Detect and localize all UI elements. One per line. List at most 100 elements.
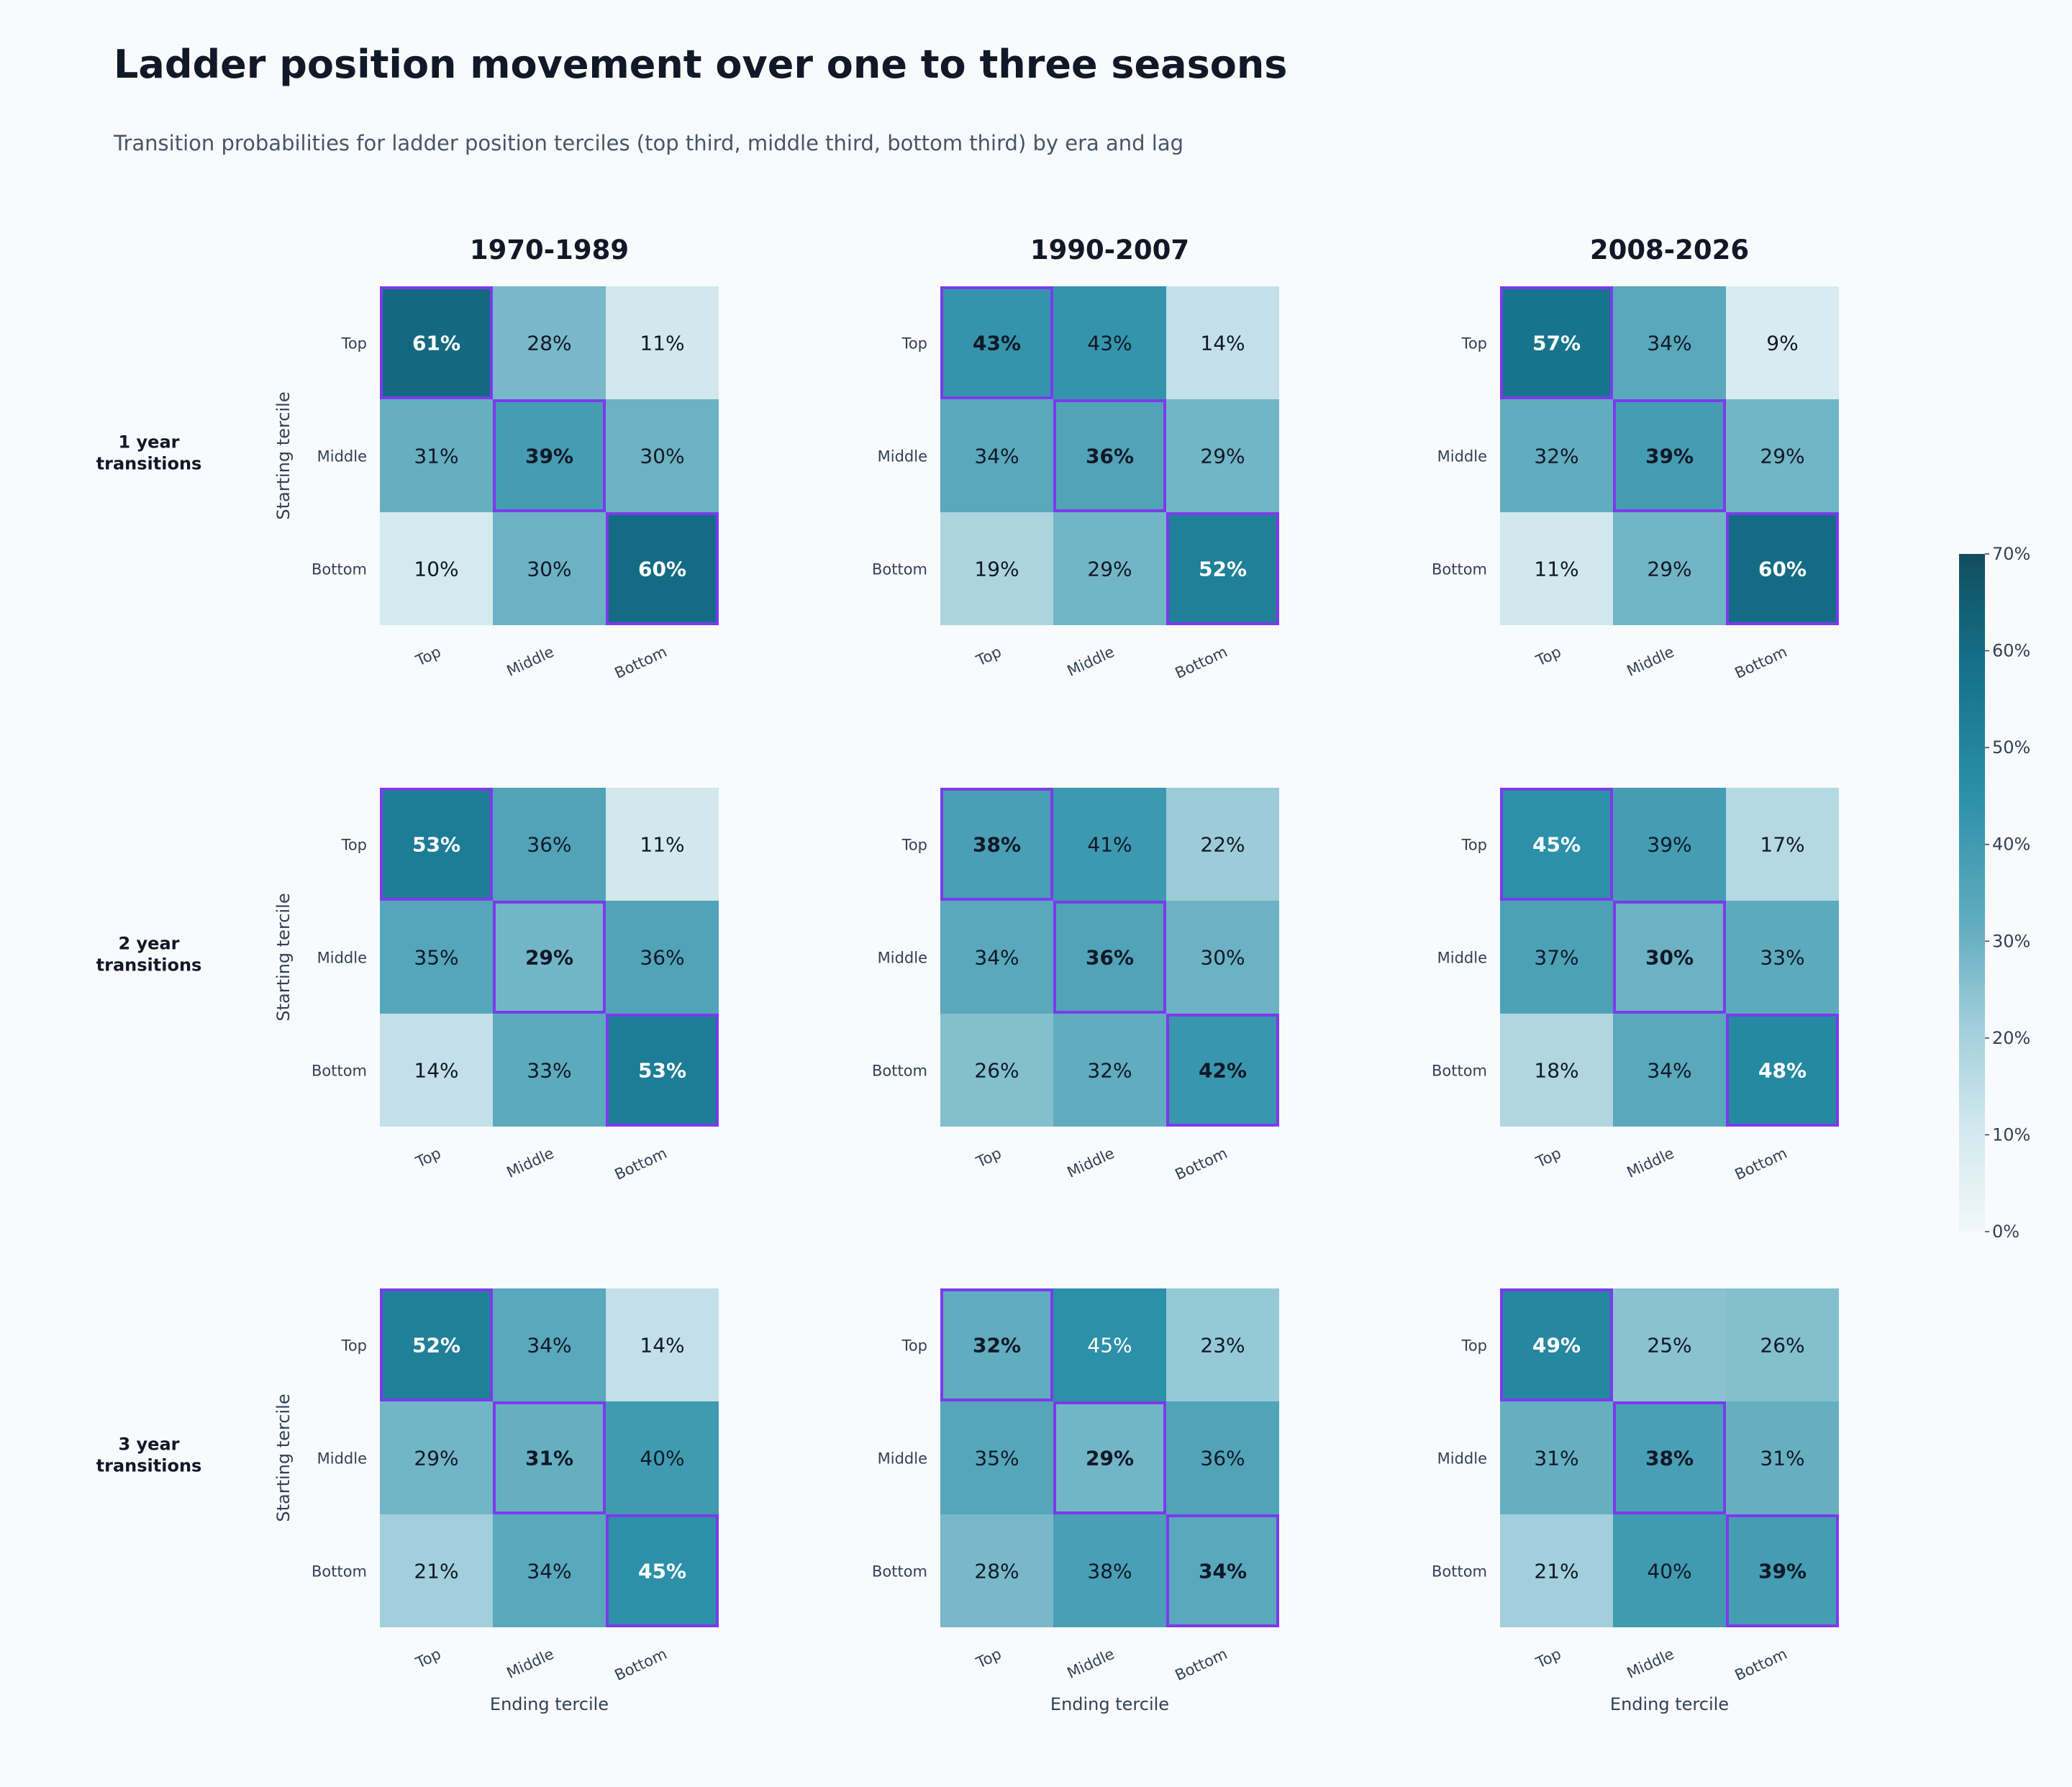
heatmap-cell xyxy=(1166,399,1279,512)
cell-label: 29% xyxy=(1087,558,1132,581)
x-axis-title: Ending tercile xyxy=(490,1694,609,1714)
row-label: 1 year transitions xyxy=(96,432,202,474)
cell-label: 38% xyxy=(1645,1447,1694,1470)
x-tick-label: Middle xyxy=(1065,1145,1117,1181)
heatmap-cell xyxy=(940,788,1053,901)
heatmap-panel: 32% 45% 23% 35% 29% 36% 28% 38% 34% Top Middle Bott… xyxy=(872,1288,1279,1714)
heatmap-cell xyxy=(380,1288,493,1401)
heatmap-cell xyxy=(1500,788,1613,901)
cell-label: 60% xyxy=(638,558,686,581)
cell-label: 21% xyxy=(414,1560,458,1583)
heatmap-cell xyxy=(1166,1514,1279,1627)
diagonal-outline xyxy=(1166,1014,1279,1127)
colorbar-tick-label: 20% xyxy=(1992,1028,2030,1048)
cell-label: 30% xyxy=(640,445,684,468)
cell-label: 43% xyxy=(1087,332,1132,355)
y-tick-label: Bottom xyxy=(1432,1063,1487,1080)
heatmap-cell xyxy=(940,1014,1053,1127)
cell-label: 61% xyxy=(412,332,460,355)
y-tick-label: Bottom xyxy=(1432,1563,1487,1581)
heatmap-cell xyxy=(493,901,606,1014)
heatmap-cell xyxy=(493,788,606,901)
cell-label: 19% xyxy=(974,558,1019,581)
heatmap-cell xyxy=(493,399,606,512)
colorbar-tick-label: 50% xyxy=(1992,737,2030,758)
chart-subtitle: Transition probabilities for ladder posi… xyxy=(114,131,1184,155)
heatmap-cell xyxy=(1053,286,1166,399)
heatmap-cell xyxy=(606,512,719,625)
cell-label: 34% xyxy=(974,946,1019,970)
heatmap-cell xyxy=(1166,512,1279,625)
x-tick-label: Top xyxy=(412,643,443,670)
heatmap-cell xyxy=(1053,1288,1166,1401)
diagonal-outline xyxy=(1500,1288,1613,1401)
cell-label: 31% xyxy=(414,445,458,468)
heatmap-panel: 45% 39% 17% 37% 30% 33% 18% 34% 48% Top Middle Bott… xyxy=(1432,788,1839,1183)
column-title: 1970-1989 xyxy=(470,235,629,265)
heatmap-cell xyxy=(1613,901,1726,1014)
y-tick-label: Bottom xyxy=(872,561,927,578)
heatmap-cell xyxy=(380,901,493,1014)
cell-label: 39% xyxy=(1758,1560,1807,1583)
x-tick-label: Middle xyxy=(1625,643,1677,680)
heatmap-cell xyxy=(1613,1401,1726,1514)
cell-label: 60% xyxy=(1758,558,1807,581)
diagonal-outline xyxy=(606,512,719,625)
cell-label: 31% xyxy=(525,1447,573,1470)
y-axis-title: Starting tercile xyxy=(273,391,294,519)
diagonal-outline xyxy=(1053,901,1166,1014)
cell-label: 40% xyxy=(640,1447,684,1470)
cell-label: 29% xyxy=(1647,558,1691,581)
x-tick-label: Middle xyxy=(504,1645,557,1682)
diagonal-outline xyxy=(380,788,493,901)
heatmap-cell xyxy=(1613,1514,1726,1627)
heatmap-panel: 38% 41% 22% 34% 36% 30% 26% 32% 42% Top Middle Bott… xyxy=(872,788,1279,1183)
cell-label: 23% xyxy=(1200,1334,1245,1358)
heatmap-panel: 49% 25% 26% 31% 38% 31% 21% 40% 39% Top Middle Bott… xyxy=(1432,1288,1839,1714)
cell-label: 30% xyxy=(1645,946,1694,970)
cell-label: 11% xyxy=(640,332,684,355)
cell-label: 14% xyxy=(640,1334,684,1358)
heatmap-cell xyxy=(380,512,493,625)
diagonal-outline xyxy=(940,286,1053,399)
cell-label: 22% xyxy=(1200,833,1245,857)
cell-label: 45% xyxy=(1087,1334,1132,1358)
diagonal-outline xyxy=(940,788,1053,901)
heatmap-cell xyxy=(1726,1401,1839,1514)
heatmap-cell xyxy=(1613,399,1726,512)
diagonal-outline xyxy=(1726,1514,1839,1627)
x-tick-label: Top xyxy=(973,643,1004,670)
y-axis-title: Starting tercile xyxy=(273,893,294,1021)
cell-label: 17% xyxy=(1760,833,1804,857)
heatmap-cell xyxy=(940,901,1053,1014)
cell-label: 10% xyxy=(414,558,458,581)
x-tick-label: Bottom xyxy=(1732,1145,1790,1183)
heatmap-cell xyxy=(1166,1014,1279,1127)
heatmap-cell xyxy=(1726,512,1839,625)
heatmap-cell xyxy=(1053,1014,1166,1127)
heatmap-cell xyxy=(1726,1514,1839,1627)
cell-label: 34% xyxy=(1199,1560,1247,1583)
x-tick-label: Bottom xyxy=(1732,1645,1790,1684)
cell-label: 14% xyxy=(1200,332,1245,355)
x-tick-label: Middle xyxy=(1625,1145,1677,1181)
colorbar-tick-label: 10% xyxy=(1992,1124,2030,1145)
heatmap-cell xyxy=(1500,399,1613,512)
heatmap-cell xyxy=(493,512,606,625)
cell-label: 52% xyxy=(1199,558,1247,581)
cell-label: 39% xyxy=(525,445,573,468)
diagonal-outline xyxy=(1500,788,1613,901)
heatmap-cell xyxy=(1500,1514,1613,1627)
heatmap-cell xyxy=(1726,901,1839,1014)
heatmap-cell xyxy=(380,788,493,901)
cell-label: 39% xyxy=(1647,833,1691,857)
heatmap-cell xyxy=(493,1014,606,1127)
cell-label: 31% xyxy=(1760,1447,1804,1470)
y-tick-label: Top xyxy=(1461,837,1487,854)
cell-label: 35% xyxy=(974,1447,1019,1470)
y-tick-label: Bottom xyxy=(1432,561,1487,578)
diagonal-outline xyxy=(380,1288,493,1401)
heatmap-cell xyxy=(606,788,719,901)
diagonal-outline xyxy=(493,399,606,512)
cell-label: 32% xyxy=(1087,1059,1132,1083)
